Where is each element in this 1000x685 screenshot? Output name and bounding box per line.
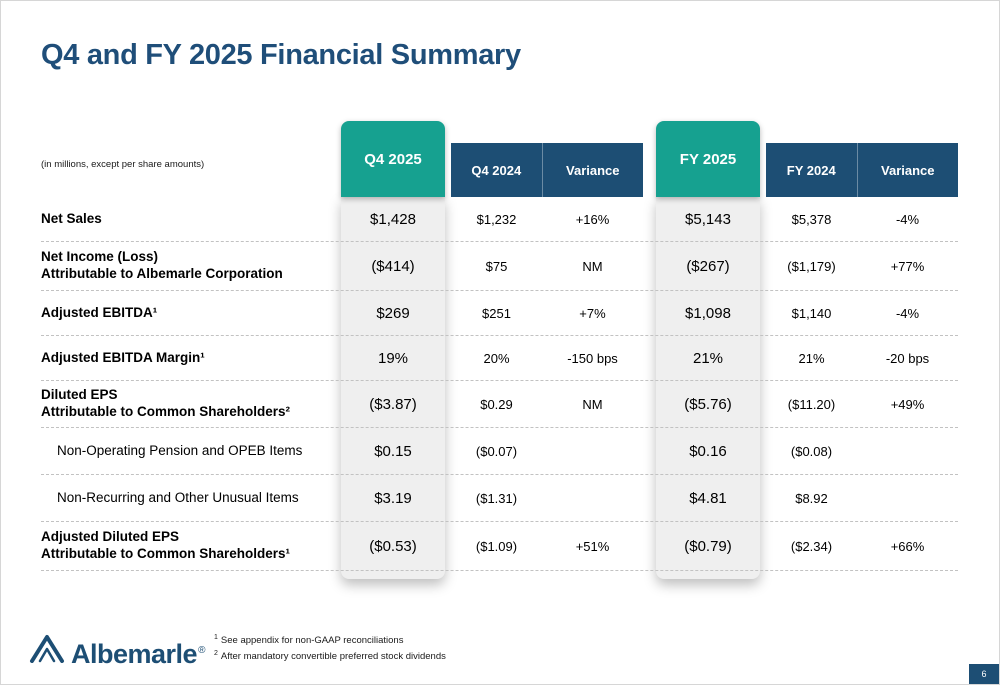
cell-fy-variance: +77% (890, 258, 925, 274)
column-header-fy-variance: Variance (856, 143, 958, 197)
row-label: Net Sales (41, 210, 102, 226)
cell-fy-2025: ($267) (686, 257, 730, 275)
row-label-line2: Attributable to Common Shareholders¹ (41, 546, 291, 561)
footnote-1-text: See appendix for non-GAAP reconciliation… (220, 635, 404, 647)
row-label: Non-Recurring and Other Unusual Items (57, 489, 299, 505)
cell-fy-variance: -4% (895, 211, 920, 227)
cell-q4-2025: $3.19 (374, 489, 412, 507)
cell-fy-variance: -20 bps (885, 350, 930, 366)
cell-q4-2024: $251 (482, 305, 511, 321)
footnote-1: 1 See appendix for non-GAAP reconciliatio… (214, 633, 446, 649)
financial-table: Net Sales $1,428 $1,232 +16% $5,143 $5,3… (41, 197, 958, 571)
row-label-line2: Attributable to Albemarle Corporation (41, 266, 283, 281)
row-label: Adjusted Diluted EPS Attributable to Com… (41, 529, 336, 563)
cell-q4-2025: ($0.53) (369, 537, 417, 555)
cell-q4-2025: $0.15 (374, 442, 412, 460)
column-header-q4-2024: Q4 2024 (451, 143, 542, 197)
column-header-group-q4: Q4 2024 Variance (451, 143, 643, 197)
cell-q4-2025: ($3.87) (369, 395, 417, 413)
column-header-fy-2024: FY 2024 (766, 143, 857, 197)
logo-wordmark: Albemarle (71, 639, 198, 669)
cell-q4-variance: NM (582, 258, 603, 274)
table-row-pension-opeb: Non-Operating Pension and OPEB Items $0.… (41, 428, 958, 475)
footnote-2-marker: 2 (214, 650, 218, 658)
row-label: Adjusted EBITDA¹ (41, 304, 158, 320)
cell-fy-2025: 21% (692, 349, 724, 367)
page-title: Q4 and FY 2025 Financial Summary (41, 39, 521, 71)
row-label: Net Income (Loss) Attributable to Albema… (41, 249, 336, 283)
cell-q4-2024: 20% (483, 350, 510, 366)
table-row-adjusted-diluted-eps: Adjusted Diluted EPS Attributable to Com… (41, 522, 958, 571)
cell-fy-2024: ($0.08) (790, 443, 833, 459)
row-label: Non-Operating Pension and OPEB Items (57, 442, 303, 458)
table-row-adjusted-ebitda-margin: Adjusted EBITDA Margin¹ 19% 20% -150 bps… (41, 336, 958, 381)
footnotes: 1 See appendix for non-GAAP reconciliatio… (214, 633, 446, 665)
row-label: Diluted EPS Attributable to Common Share… (41, 387, 336, 421)
cell-q4-variance: +7% (579, 305, 606, 321)
albemarle-logo: Albemarle ® (29, 633, 206, 669)
table-row-net-income: Net Income (Loss) Attributable to Albema… (41, 242, 958, 291)
cell-fy-2024: ($1,179) (787, 258, 836, 274)
cell-fy-2025: $5,143 (685, 210, 731, 228)
row-label: Adjusted EBITDA Margin¹ (41, 349, 205, 365)
fy-2025-column-background (656, 197, 760, 579)
footnote-2-text: After mandatory convertible preferred st… (220, 651, 446, 663)
footnote-1-marker: 1 (214, 634, 218, 642)
row-label-line2: Attributable to Common Shareholders² (41, 404, 291, 419)
footnote-2: 2 After mandatory convertible preferred s… (214, 649, 446, 665)
row-label-line1: Adjusted Diluted EPS (41, 529, 180, 545)
page-number: 6 (969, 664, 999, 684)
cell-fy-2024: $1,140 (791, 305, 832, 321)
cell-fy-2025: $0.16 (689, 442, 727, 460)
q4-2025-column-background (341, 197, 445, 579)
cell-q4-variance: +16% (575, 211, 610, 227)
cell-fy-2025: $4.81 (689, 489, 727, 507)
cell-q4-2024: $75 (485, 258, 508, 274)
cell-q4-2024: $1,232 (476, 211, 517, 227)
row-label-line1: Diluted EPS (41, 387, 118, 403)
cell-fy-2024: 21% (798, 350, 825, 366)
column-header-q4-variance: Variance (541, 143, 643, 197)
cell-fy-2024: ($11.20) (787, 396, 836, 412)
cell-q4-2025: 19% (377, 349, 409, 367)
cell-q4-2024: ($1.31) (475, 490, 518, 506)
cell-q4-2025: ($414) (371, 257, 415, 275)
cell-q4-2024: ($1.09) (475, 538, 518, 554)
cell-q4-2024: $0.29 (480, 396, 513, 412)
cell-fy-2024: ($2.34) (790, 538, 833, 554)
table-units-note: (in millions, except per share amounts) (41, 159, 205, 170)
albemarle-logo-icon (29, 633, 65, 668)
table-row-non-recurring: Non-Recurring and Other Unusual Items $3… (41, 475, 958, 522)
cell-q4-2025: $1,428 (370, 210, 416, 228)
cell-fy-2024: $8.92 (795, 490, 828, 506)
column-header-fy-2025: FY 2025 (656, 121, 760, 197)
column-header-q4-2025: Q4 2025 (341, 121, 445, 197)
cell-fy-variance: +49% (890, 396, 925, 412)
cell-fy-variance: +66% (890, 538, 925, 554)
cell-q4-variance: -150 bps (567, 350, 618, 366)
cell-q4-variance: +51% (575, 538, 610, 554)
registered-trademark-symbol: ® (198, 645, 206, 656)
cell-fy-2024: $5,378 (791, 211, 832, 227)
cell-fy-2025: ($0.79) (684, 537, 732, 555)
table-row-adjusted-ebitda: Adjusted EBITDA¹ $269 $251 +7% $1,098 $1… (41, 291, 958, 336)
column-header-group-fy: FY 2024 Variance (766, 143, 958, 197)
table-row-diluted-eps: Diluted EPS Attributable to Common Share… (41, 381, 958, 428)
cell-fy-2025: $1,098 (685, 304, 731, 322)
cell-fy-variance: -4% (895, 305, 920, 321)
cell-q4-2025: $269 (376, 304, 410, 322)
table-row-net-sales: Net Sales $1,428 $1,232 +16% $5,143 $5,3… (41, 197, 958, 242)
cell-fy-2025: ($5.76) (684, 395, 732, 413)
row-label-line1: Net Income (Loss) (41, 249, 159, 265)
cell-q4-variance: NM (582, 396, 603, 412)
cell-q4-2024: ($0.07) (475, 443, 518, 459)
